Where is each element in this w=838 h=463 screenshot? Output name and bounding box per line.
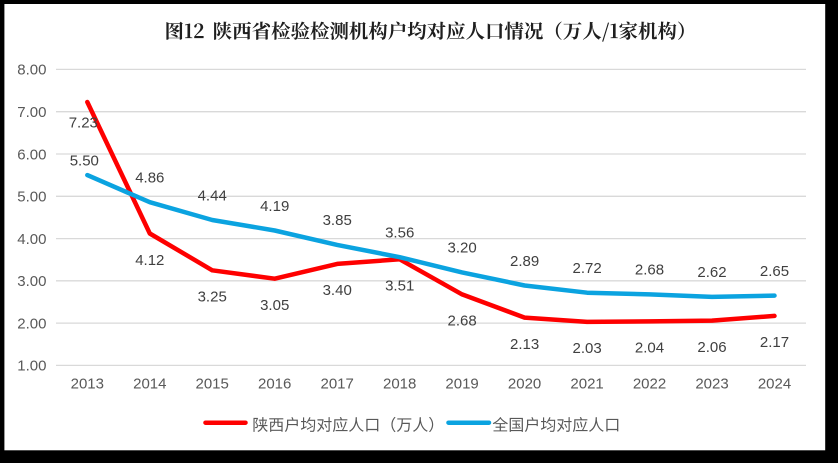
svg-text:3.40: 3.40 <box>323 282 352 299</box>
svg-text:2.06: 2.06 <box>697 339 726 356</box>
svg-text:4.19: 4.19 <box>260 198 289 215</box>
svg-text:3.05: 3.05 <box>260 297 289 314</box>
svg-text:6.00: 6.00 <box>17 146 46 163</box>
svg-text:2021: 2021 <box>570 376 603 393</box>
svg-text:2019: 2019 <box>445 376 478 393</box>
svg-text:2.13: 2.13 <box>510 336 539 353</box>
svg-text:4.12: 4.12 <box>135 252 164 269</box>
svg-text:8.00: 8.00 <box>17 62 46 79</box>
svg-text:2.17: 2.17 <box>760 334 789 351</box>
svg-text:2.68: 2.68 <box>635 262 664 279</box>
svg-text:2.89: 2.89 <box>510 253 539 270</box>
svg-text:2017: 2017 <box>321 376 354 393</box>
svg-text:2020: 2020 <box>508 376 541 393</box>
svg-text:5.50: 5.50 <box>70 152 99 169</box>
svg-text:2.62: 2.62 <box>697 264 726 281</box>
svg-text:4.44: 4.44 <box>198 187 227 204</box>
svg-text:3.00: 3.00 <box>17 273 46 290</box>
svg-text:2.03: 2.03 <box>572 340 601 357</box>
svg-text:7.23: 7.23 <box>69 114 98 131</box>
svg-text:2018: 2018 <box>383 376 416 393</box>
svg-text:2013: 2013 <box>71 376 104 393</box>
svg-text:5.00: 5.00 <box>17 189 46 206</box>
svg-text:4.00: 4.00 <box>17 231 46 248</box>
svg-text:3.85: 3.85 <box>323 212 352 229</box>
svg-text:2.68: 2.68 <box>447 313 476 330</box>
svg-text:2023: 2023 <box>695 376 728 393</box>
svg-text:2.65: 2.65 <box>760 263 789 280</box>
svg-text:7.00: 7.00 <box>17 104 46 121</box>
svg-text:1.00: 1.00 <box>17 358 46 375</box>
svg-text:3.56: 3.56 <box>385 225 414 242</box>
svg-text:2.04: 2.04 <box>635 340 664 357</box>
svg-text:2014: 2014 <box>133 376 166 393</box>
svg-text:2015: 2015 <box>196 376 229 393</box>
svg-text:3.51: 3.51 <box>385 278 414 295</box>
svg-text:3.25: 3.25 <box>198 289 227 306</box>
svg-text:4.86: 4.86 <box>135 170 164 187</box>
svg-text:2.72: 2.72 <box>572 260 601 277</box>
svg-text:2.00: 2.00 <box>17 315 46 332</box>
svg-text:3.20: 3.20 <box>447 240 476 257</box>
svg-text:2016: 2016 <box>258 376 291 393</box>
svg-text:2022: 2022 <box>633 376 666 393</box>
svg-text:2024: 2024 <box>758 376 791 393</box>
